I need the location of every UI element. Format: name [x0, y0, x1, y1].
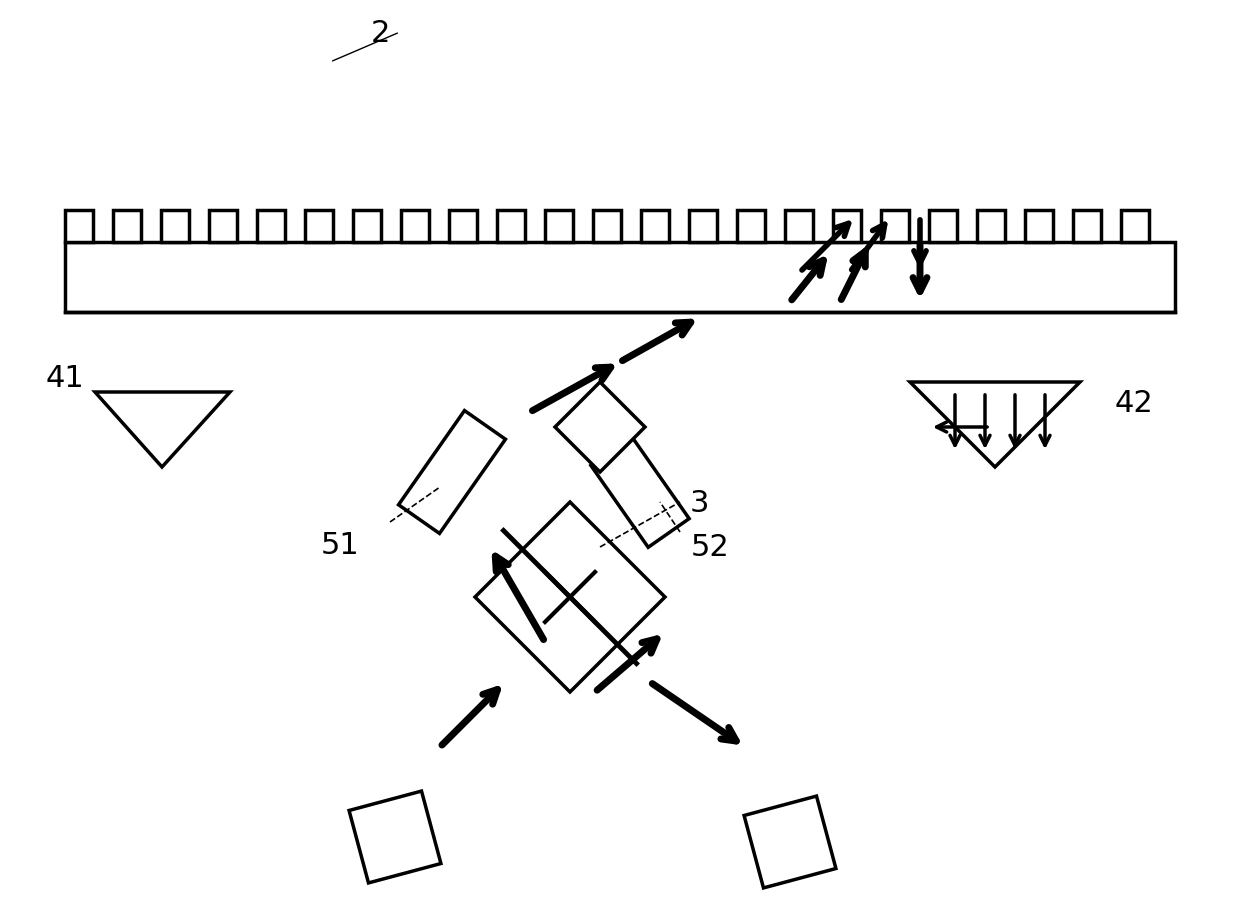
Bar — [833, 211, 861, 243]
Text: 51: 51 — [321, 529, 360, 559]
Polygon shape — [910, 382, 1080, 467]
Text: 3: 3 — [689, 488, 709, 517]
Bar — [1121, 211, 1149, 243]
Bar — [546, 211, 573, 243]
Text: 52: 52 — [691, 533, 729, 562]
Bar — [305, 211, 334, 243]
Polygon shape — [95, 392, 229, 467]
Bar — [785, 211, 813, 243]
Bar — [929, 211, 957, 243]
Bar — [1073, 211, 1101, 243]
Bar — [113, 211, 141, 243]
Bar — [350, 791, 441, 883]
Bar — [593, 211, 621, 243]
Bar — [210, 211, 237, 243]
Bar — [880, 211, 909, 243]
Bar — [257, 211, 285, 243]
Bar — [398, 411, 506, 534]
Polygon shape — [556, 382, 645, 473]
Text: 42: 42 — [1115, 388, 1153, 417]
Bar — [977, 211, 1004, 243]
Bar — [64, 243, 1176, 313]
Polygon shape — [475, 502, 665, 692]
Text: 41: 41 — [46, 364, 84, 392]
Bar — [689, 211, 717, 243]
Bar — [353, 211, 381, 243]
Bar — [641, 211, 670, 243]
Bar — [161, 211, 188, 243]
Bar — [744, 796, 836, 888]
Text: 2: 2 — [371, 18, 389, 48]
Bar — [401, 211, 429, 243]
Bar — [737, 211, 765, 243]
Bar — [64, 211, 93, 243]
Bar — [590, 437, 689, 548]
Bar — [449, 211, 477, 243]
Bar — [497, 211, 525, 243]
Bar — [1025, 211, 1053, 243]
